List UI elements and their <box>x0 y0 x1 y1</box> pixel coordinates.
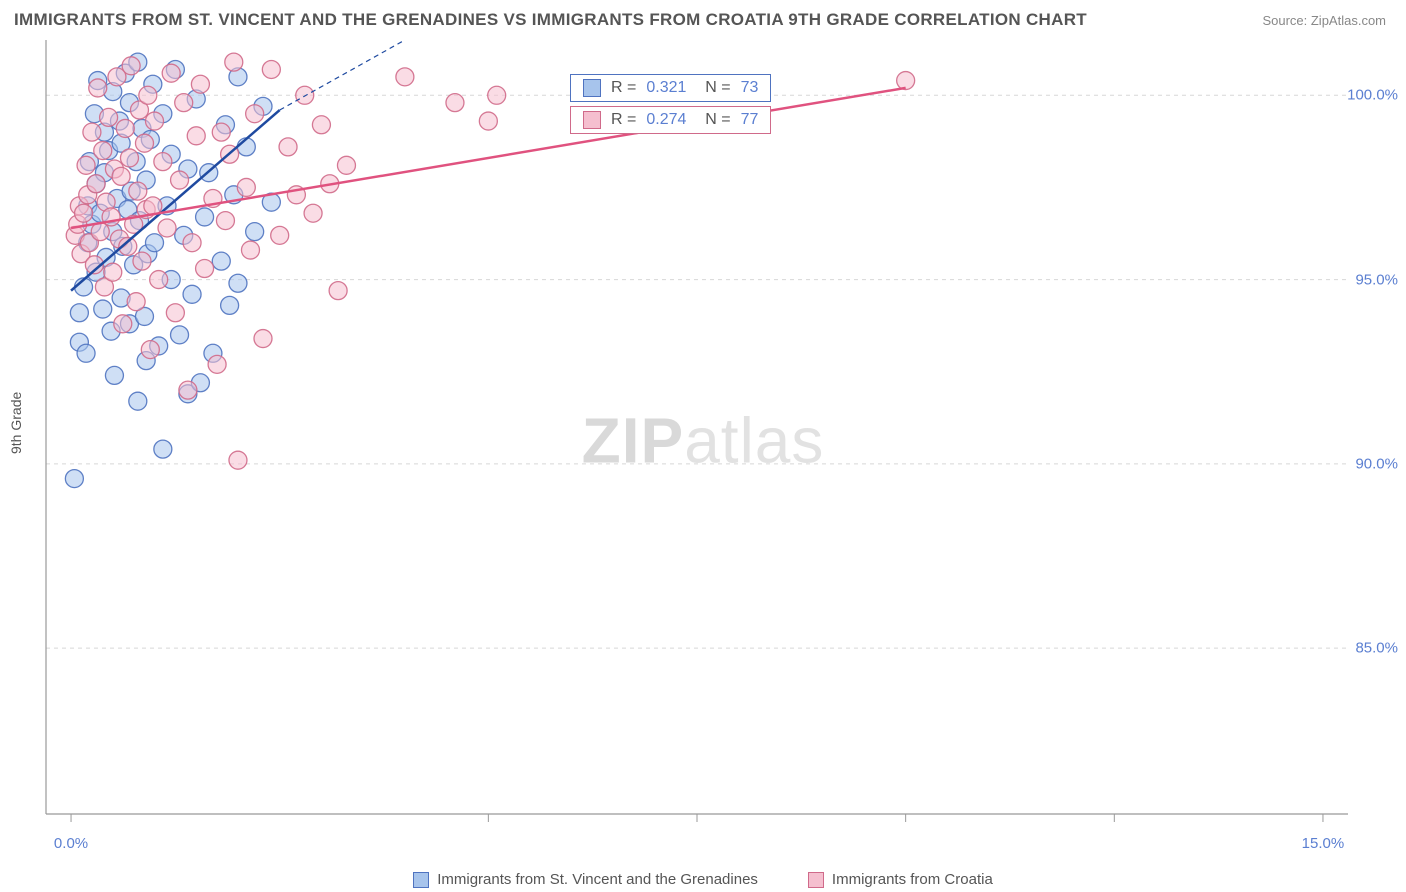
stat-r-value: 0.321 <box>646 79 686 97</box>
stat-r-value: 0.274 <box>646 111 686 129</box>
stat-box: R = 0.274 N = 77 <box>570 106 771 134</box>
stat-n-label: N = <box>696 111 730 129</box>
y-tick-label: 95.0% <box>1355 271 1398 288</box>
source-label: Source: ZipAtlas.com <box>1262 13 1386 28</box>
swatch-icon <box>808 872 824 888</box>
y-axis-label: 9th Grade <box>8 392 24 454</box>
swatch-icon <box>583 79 601 97</box>
legend-label: Immigrants from Croatia <box>832 871 993 888</box>
x-tick-label: 15.0% <box>1302 835 1345 852</box>
legend-item: Immigrants from Croatia <box>808 871 993 888</box>
legend-bottom: Immigrants from St. Vincent and the Gren… <box>0 871 1406 892</box>
legend-item: Immigrants from St. Vincent and the Gren… <box>413 871 758 888</box>
stat-n-value: 73 <box>741 79 759 97</box>
y-tick-label: 90.0% <box>1355 455 1398 472</box>
chart-title: IMMIGRANTS FROM ST. VINCENT AND THE GREN… <box>14 10 1087 30</box>
stat-box: R = 0.321 N = 73 <box>570 74 771 102</box>
chart-area: 9th Grade ZIPatlas 85.0%90.0%95.0%100.0%… <box>0 34 1406 854</box>
y-tick-label: 85.0% <box>1355 640 1398 657</box>
stat-r-label: R = <box>611 111 636 129</box>
stat-r-label: R = <box>611 79 636 97</box>
chart-svg <box>0 34 1406 854</box>
title-bar: IMMIGRANTS FROM ST. VINCENT AND THE GREN… <box>0 0 1406 36</box>
y-tick-label: 100.0% <box>1347 87 1398 104</box>
stat-n-label: N = <box>696 79 730 97</box>
swatch-icon <box>413 872 429 888</box>
x-tick-label: 0.0% <box>54 835 88 852</box>
stat-n-value: 77 <box>741 111 759 129</box>
legend-label: Immigrants from St. Vincent and the Gren… <box>437 871 758 888</box>
swatch-icon <box>583 111 601 129</box>
